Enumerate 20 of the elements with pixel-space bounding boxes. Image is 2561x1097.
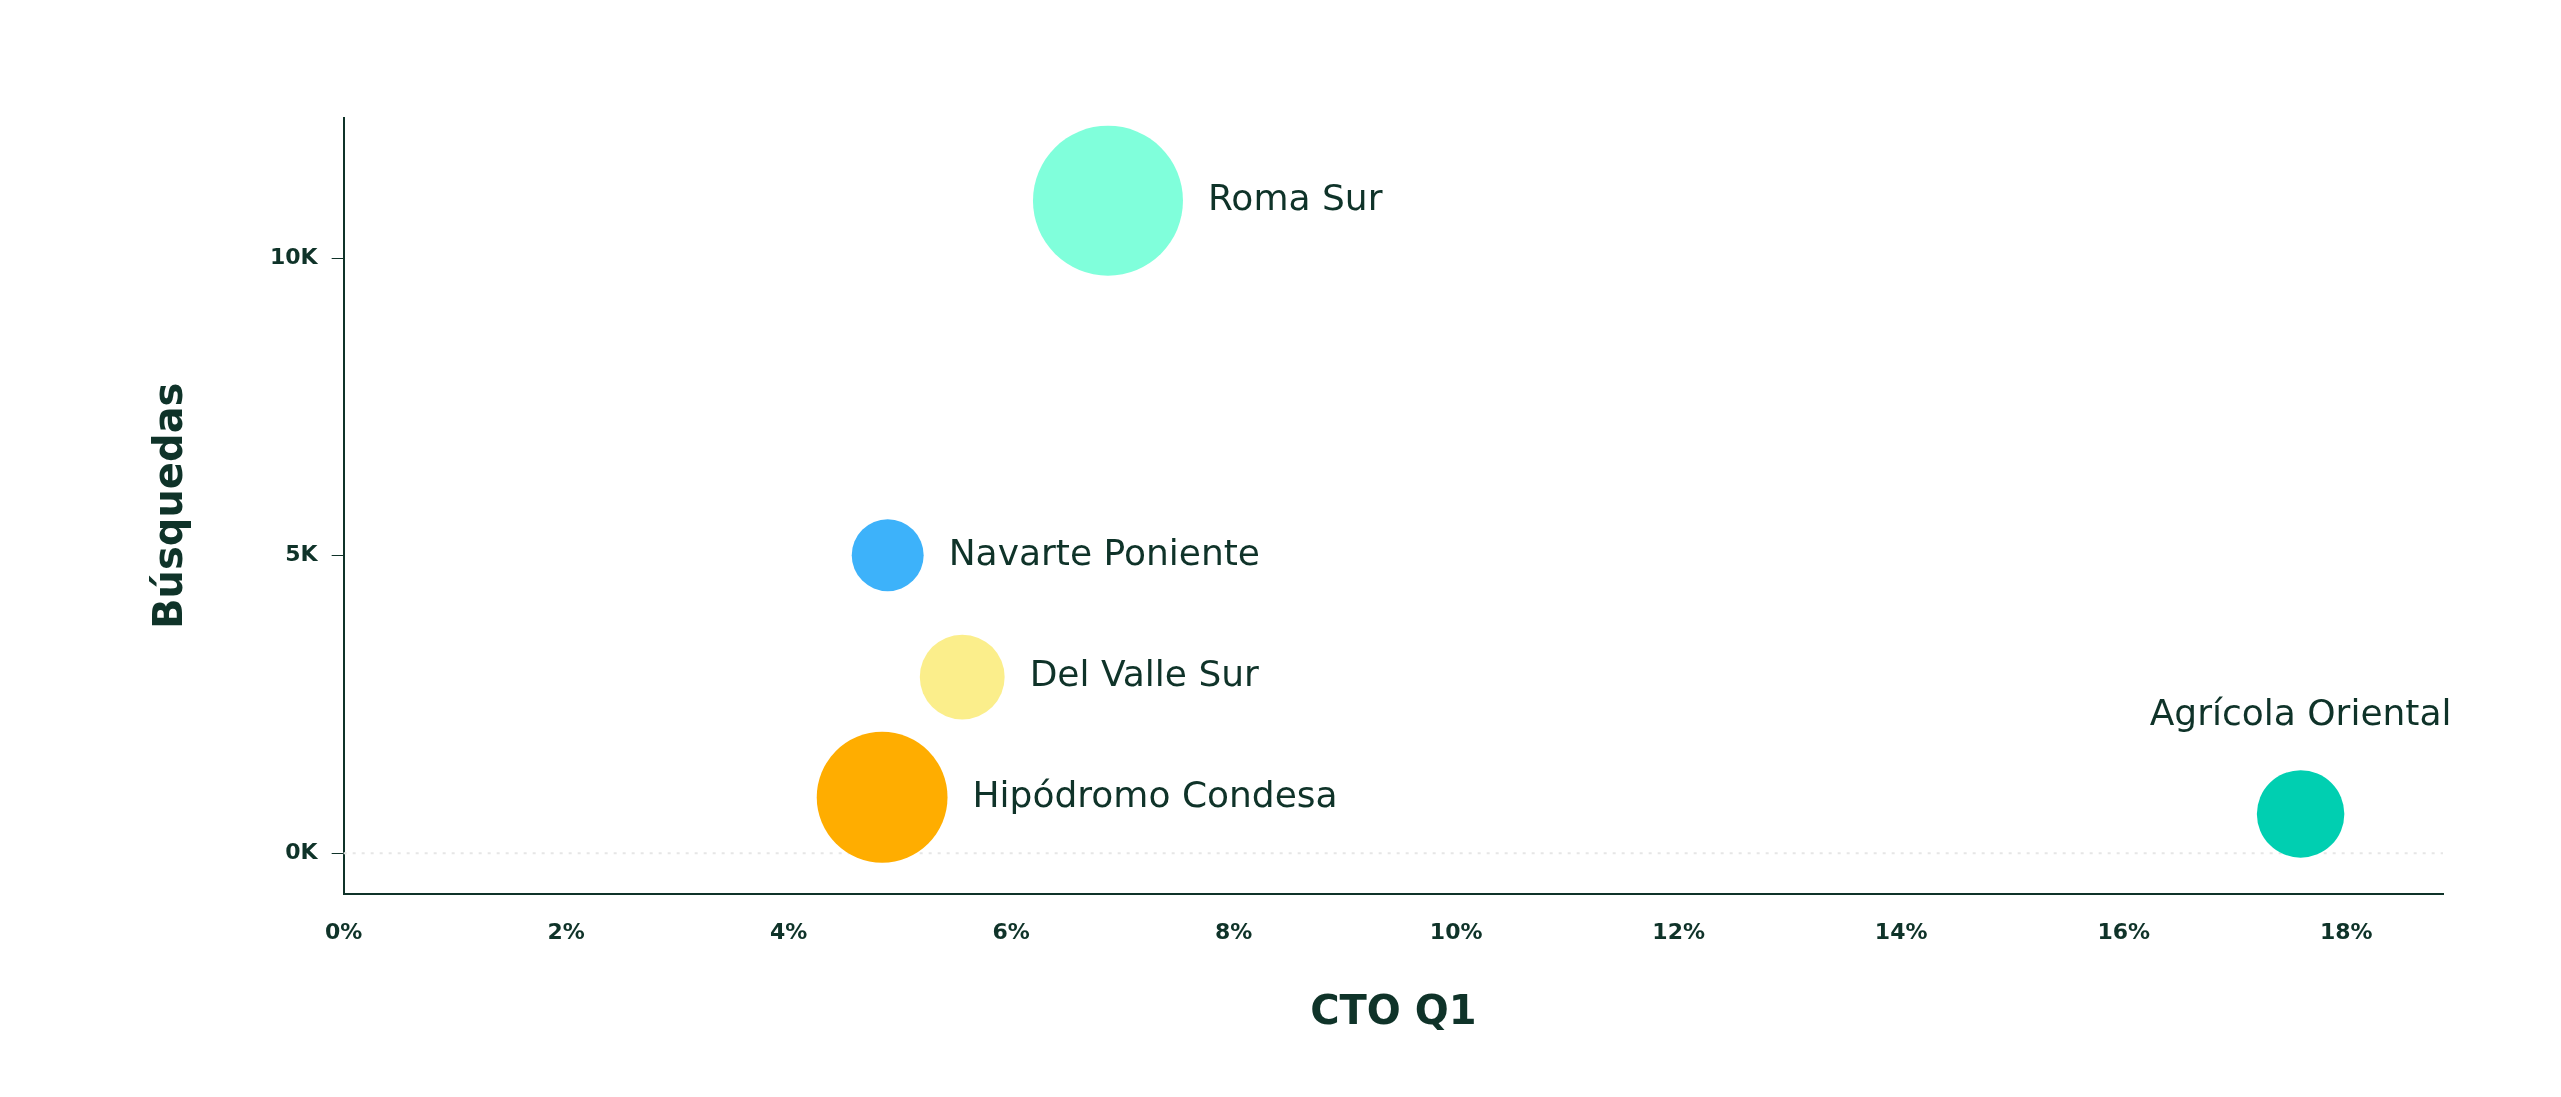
series-label: Agrícola Oriental	[2149, 691, 2452, 733]
x-axis-title: CTO Q1	[1310, 987, 1477, 1034]
x-tick-label: 10%	[1429, 918, 1483, 944]
y-axis-title: Búsquedas	[145, 382, 192, 630]
series-label: Navarte Poniente	[948, 531, 1261, 573]
series-label: Del Valle Sur	[1029, 653, 1260, 695]
x-tick-label: 8%	[1215, 918, 1253, 944]
x-tick-label: 6%	[992, 918, 1030, 944]
series-label: Roma Sur	[1207, 177, 1383, 219]
x-tick-label: 2%	[547, 918, 585, 944]
x-tick-label: 4%	[769, 918, 808, 944]
x-tick-label: 12%	[1652, 918, 1706, 944]
y-tick-label: 5K	[285, 541, 319, 567]
x-tick-label: 14%	[1874, 918, 1928, 944]
y-tick-label: 0K	[285, 838, 319, 864]
x-tick-label: 16%	[2097, 918, 2151, 944]
x-tick-label: 18%	[2319, 918, 2373, 944]
series-label: Hipódromo Condesa	[972, 773, 1338, 815]
y-tick-label: 10K	[269, 244, 319, 270]
x-tick-label: 0%	[324, 918, 363, 944]
